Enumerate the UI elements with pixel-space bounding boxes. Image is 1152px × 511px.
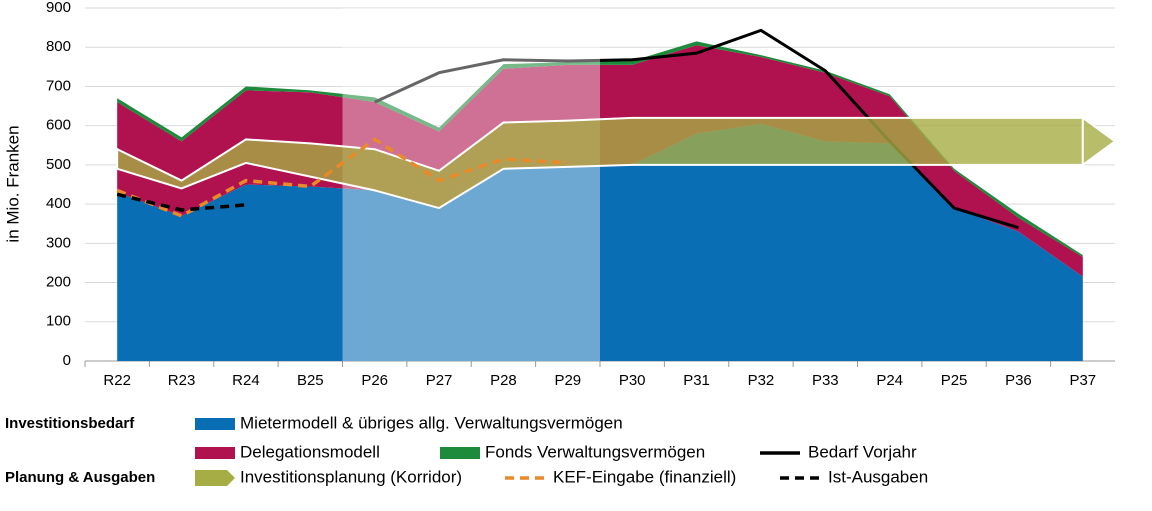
legend-swatch [195, 470, 235, 486]
legend-swatch [195, 418, 235, 430]
y-tick-label: 800 [46, 38, 71, 55]
legend-label: KEF-Eingabe (finanziell) [553, 467, 736, 486]
y-axis-label: in Mio. Franken [3, 125, 22, 242]
x-tick-label: P27 [426, 372, 453, 389]
x-tick-label: B25 [297, 372, 324, 389]
y-tick-label: 500 [46, 156, 71, 173]
legend-label: Ist-Ausgaben [828, 467, 928, 486]
x-tick-label: P36 [1005, 372, 1032, 389]
x-tick-label: P37 [1069, 372, 1096, 389]
x-tick-label: P32 [748, 372, 775, 389]
legend-swatch [195, 447, 235, 459]
y-tick-label: 0 [63, 352, 71, 369]
x-tick-label: R22 [103, 372, 131, 389]
corridor-arrow [1081, 115, 1117, 167]
y-tick-label: 100 [46, 313, 71, 330]
x-tick-label: P30 [619, 372, 646, 389]
x-tick-label: R24 [232, 372, 260, 389]
x-tick-label: P31 [683, 372, 710, 389]
x-tick-label: P26 [361, 372, 388, 389]
x-tick-label: R23 [168, 372, 196, 389]
area [117, 123, 1083, 361]
y-tick-label: 300 [46, 234, 71, 251]
legend-group: Planung & Ausgaben [5, 469, 155, 486]
x-tick-label: P29 [554, 372, 581, 389]
line [116, 192, 247, 212]
x-tick-label: P25 [941, 372, 968, 389]
x-tick-label: P24 [876, 372, 903, 389]
legend-label: Bedarf Vorjahr [808, 442, 917, 461]
x-tick-label: P33 [812, 372, 839, 389]
y-tick-label: 900 [46, 0, 71, 16]
legend-label: Delegationsmodell [240, 442, 380, 461]
y-tick-label: 200 [46, 274, 71, 291]
x-tick-label: P28 [490, 372, 517, 389]
legend-group: Investitionsbedarf [5, 415, 135, 432]
legend-label: Fonds Verwaltungsvermögen [485, 442, 705, 461]
y-tick-label: 400 [46, 195, 71, 212]
y-tick-label: 600 [46, 117, 71, 134]
legend-label: Mietermodell & übriges allg. Verwaltungs… [240, 413, 623, 432]
legend-swatch [440, 447, 480, 459]
legend-label: Investitionsplanung (Korridor) [240, 467, 462, 486]
y-tick-label: 700 [46, 77, 71, 94]
